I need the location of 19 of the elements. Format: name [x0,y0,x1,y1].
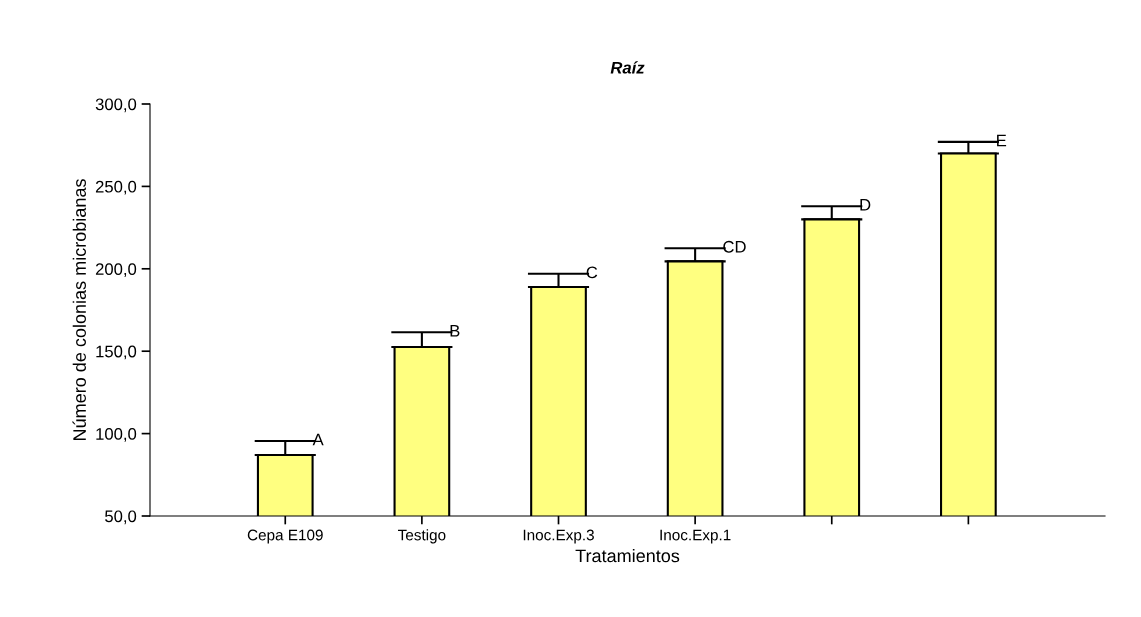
y-tick-label: 50,0 [105,510,137,525]
x-tick-label: Inoc.Exp.1 [660,529,731,544]
x-tick-label: Cepa E109 [247,529,323,544]
y-tick-label: 250,0 [95,180,137,195]
y-tick-label: 100,0 [96,428,137,442]
data-label: CD [723,240,746,253]
y-axis-title: Número de colonias microbianas [72,179,86,440]
data-label: B [450,325,460,337]
data-label: A [312,433,324,446]
chart-title: Raíz [610,61,645,74]
x-tick-label: Testigo [398,529,446,544]
y-tick-label: 150,0 [96,345,137,360]
data-label: E [997,134,1007,147]
x-tick-label: Inoc.Exp.3 [523,529,594,544]
data-label: C [586,266,598,279]
x-axis-title: Tratamientos [575,548,680,563]
data-label: D [860,199,871,211]
y-tick-label: 300,0 [95,98,137,113]
y-tick-label: 200,0 [95,263,137,277]
